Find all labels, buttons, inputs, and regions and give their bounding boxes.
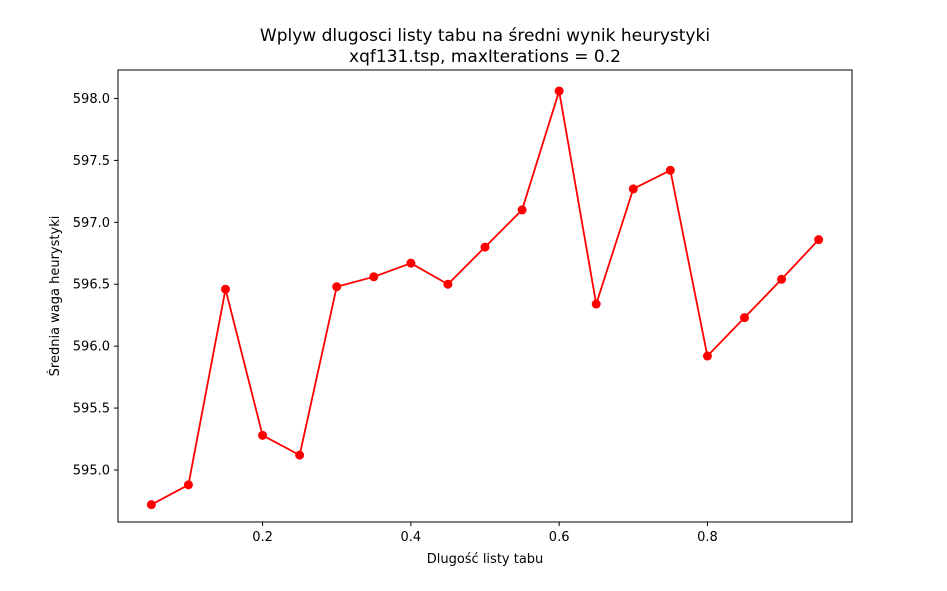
y-tick-label: 597.0 — [73, 216, 110, 231]
y-tick-label: 596.0 — [73, 340, 110, 355]
data-point — [258, 430, 268, 440]
x-axis-label: Dlugość listy tabu — [427, 552, 544, 567]
x-tick-label: 0.4 — [401, 530, 422, 545]
y-tick-label: 595.5 — [73, 402, 110, 417]
y-axis-ticks: 595.0 595.5 596.0 596.5 597.0 597.5 598.0 — [73, 92, 118, 478]
data-point — [814, 235, 824, 245]
data-point — [739, 313, 749, 323]
y-tick-label: 596.5 — [73, 278, 110, 293]
data-point — [591, 299, 601, 309]
data-point — [183, 480, 193, 490]
y-tick-label: 598.0 — [73, 92, 110, 107]
data-point — [517, 205, 527, 215]
chart-subtitle: xqf131.tsp, maxIterations = 0.2 — [349, 47, 621, 67]
data-point — [221, 284, 231, 294]
chart-title: Wplyw dlugosci listy tabu na średni wyni… — [260, 26, 710, 46]
x-tick-label: 0.2 — [252, 530, 273, 545]
data-point — [480, 242, 490, 252]
data-point — [702, 351, 712, 361]
data-point — [628, 184, 638, 194]
data-point — [554, 86, 564, 96]
x-tick-label: 0.6 — [549, 530, 570, 545]
y-tick-label: 597.5 — [73, 154, 110, 169]
data-point — [406, 258, 416, 268]
data-point — [443, 279, 453, 289]
data-point — [369, 272, 379, 282]
y-axis-label: Średnia waga heurystyki — [47, 216, 63, 377]
x-axis-ticks: 0.2 0.4 0.6 0.8 — [252, 522, 718, 545]
data-point — [665, 165, 675, 175]
data-point — [777, 274, 787, 284]
series-layer — [146, 86, 824, 510]
data-point — [332, 282, 342, 292]
data-point — [146, 500, 156, 510]
data-point — [295, 450, 305, 460]
x-tick-label: 0.8 — [697, 530, 718, 545]
y-tick-label: 595.0 — [73, 463, 110, 478]
plot-area-frame — [117, 69, 853, 523]
